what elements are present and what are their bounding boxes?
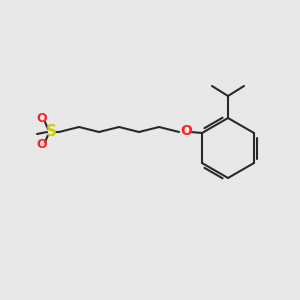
Text: S: S	[46, 124, 56, 140]
Text: O: O	[37, 112, 47, 125]
Text: O: O	[37, 139, 47, 152]
Text: O: O	[180, 124, 192, 138]
